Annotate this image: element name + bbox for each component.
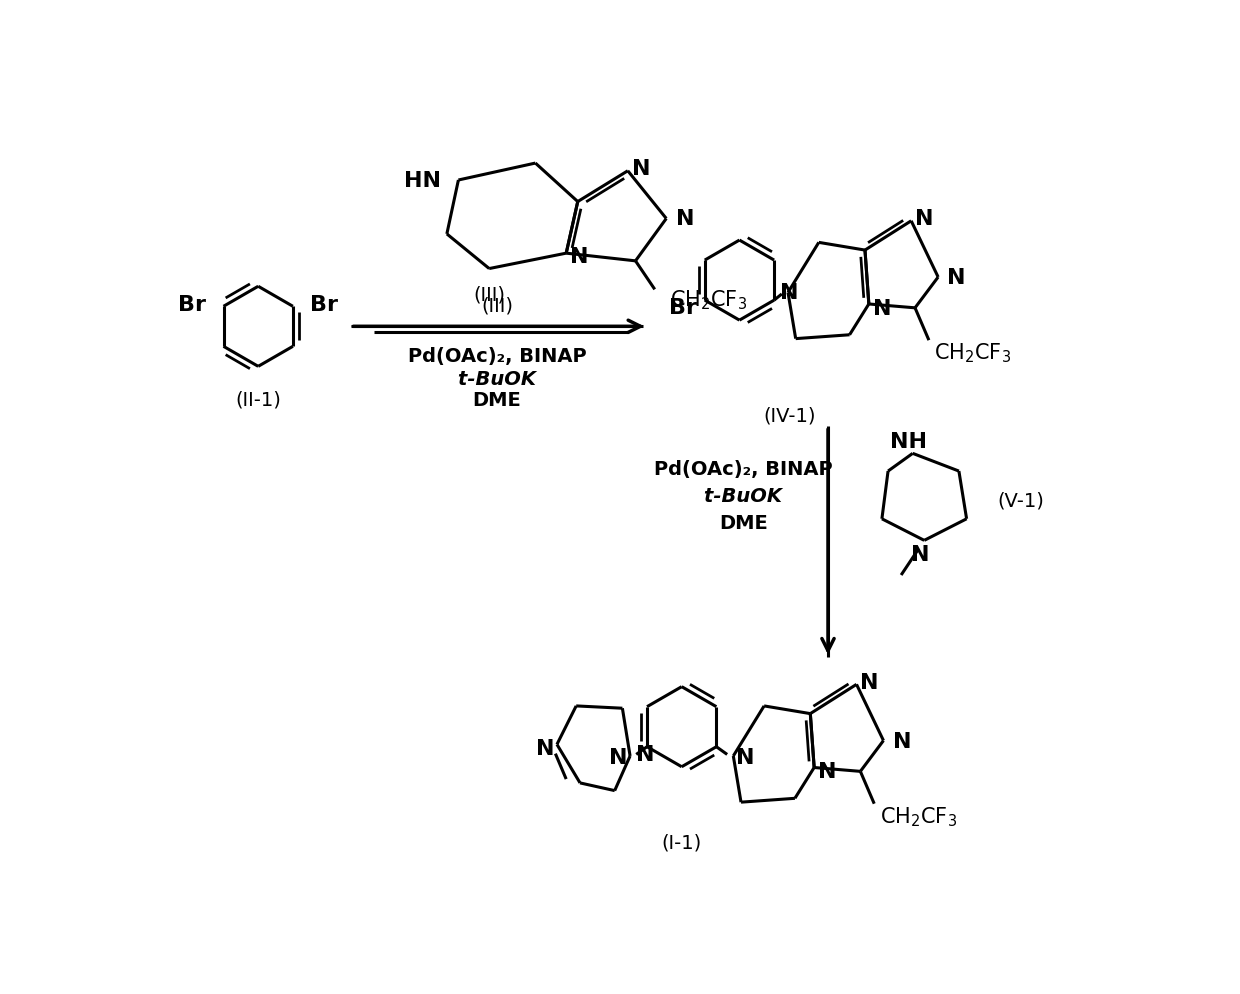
Text: (III): (III) xyxy=(474,285,505,304)
Text: ⁠t⁠-BuOK: ⁠t⁠-BuOK xyxy=(704,487,782,506)
Text: (III): (III) xyxy=(481,296,513,315)
Text: N: N xyxy=(947,267,966,287)
Text: Br: Br xyxy=(310,295,339,315)
Text: N: N xyxy=(911,545,930,565)
Text: DME: DME xyxy=(719,514,768,533)
Text: N: N xyxy=(609,747,627,767)
Text: N: N xyxy=(631,159,650,179)
Text: N: N xyxy=(636,745,655,764)
Text: ⁠t⁠-BuOK: ⁠t⁠-BuOK xyxy=(458,370,536,389)
Text: (V-1): (V-1) xyxy=(997,491,1044,510)
Text: CH$_2$CF$_3$: CH$_2$CF$_3$ xyxy=(934,341,1012,365)
Text: Pd(OAc)₂, BINAP: Pd(OAc)₂, BINAP xyxy=(653,460,832,479)
Text: HN: HN xyxy=(404,171,441,191)
Text: (II-1): (II-1) xyxy=(236,390,281,409)
Text: N: N xyxy=(915,210,934,230)
Text: (IV-1): (IV-1) xyxy=(764,406,816,424)
Text: CH$_2$CF$_3$: CH$_2$CF$_3$ xyxy=(670,288,748,312)
Text: Pd(OAc)₂, BINAP: Pd(OAc)₂, BINAP xyxy=(408,347,587,366)
Text: N: N xyxy=(861,672,879,693)
Text: Br: Br xyxy=(179,295,206,315)
Text: N: N xyxy=(873,298,892,318)
Text: CH$_2$CF$_3$: CH$_2$CF$_3$ xyxy=(879,804,957,828)
Text: N: N xyxy=(536,739,554,758)
Text: N: N xyxy=(893,731,911,750)
Text: (I-1): (I-1) xyxy=(662,833,702,852)
Text: N: N xyxy=(818,761,837,781)
Text: NH: NH xyxy=(890,431,928,451)
Text: Br: Br xyxy=(670,298,697,318)
Text: DME: DME xyxy=(472,391,521,410)
Text: N: N xyxy=(570,247,589,267)
Text: N: N xyxy=(780,283,799,303)
Text: N: N xyxy=(676,210,694,230)
Text: N: N xyxy=(735,747,754,767)
